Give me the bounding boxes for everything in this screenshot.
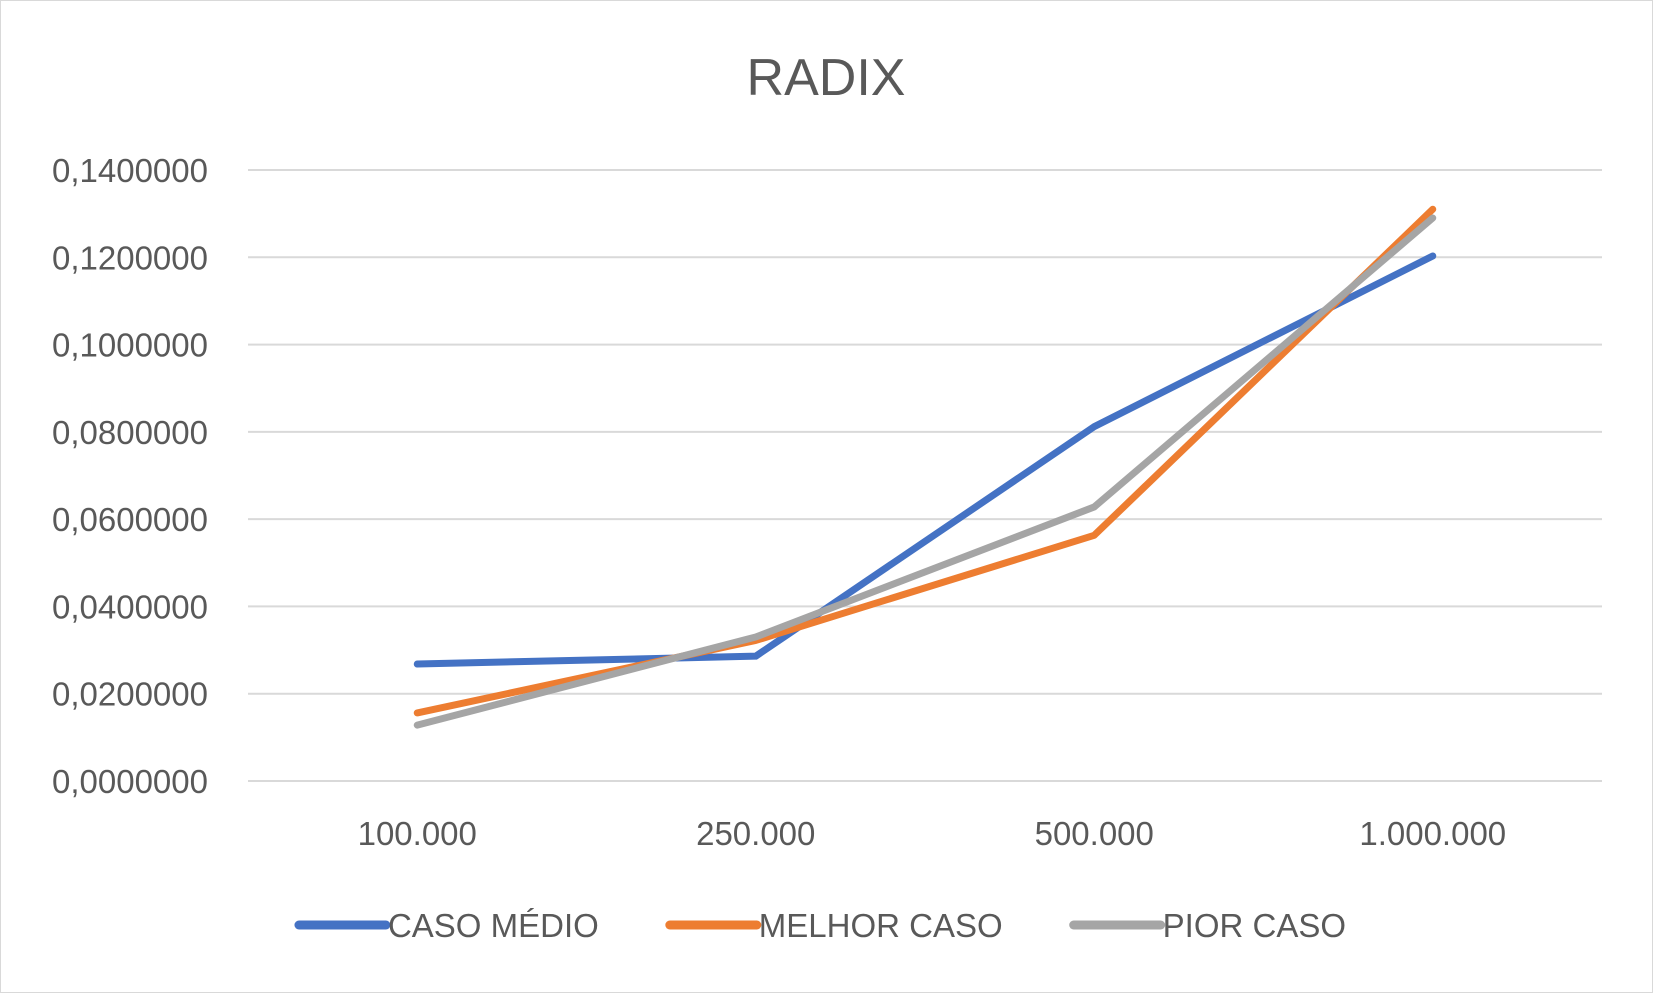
y-axis-tick-labels: 0,0000000 0,0200000 0,0400000 0,0600000 0,08… bbox=[52, 152, 208, 800]
x-axis-tick-labels: 100.000 250.000 500.000 1.000.000 bbox=[358, 815, 1507, 852]
y-tick-label: 0,1400000 bbox=[52, 152, 208, 189]
chart-title: RADIX bbox=[747, 49, 906, 107]
legend: CASO MÉDIO MELHOR CASO PIOR CASO bbox=[294, 907, 1346, 944]
y-tick-label: 0,0600000 bbox=[52, 501, 208, 538]
legend-item: PIOR CASO bbox=[1069, 907, 1346, 944]
y-tick-label: 0,0200000 bbox=[52, 676, 208, 713]
legend-item: CASO MÉDIO bbox=[294, 907, 599, 944]
y-tick-label: 0,0800000 bbox=[52, 414, 208, 451]
y-tick-label: 0,1000000 bbox=[52, 327, 208, 364]
legend-label: CASO MÉDIO bbox=[388, 907, 599, 944]
series-line-2 bbox=[413, 205, 1437, 717]
y-tick-label: 0,0000000 bbox=[52, 763, 208, 800]
y-tick-label: 0,1200000 bbox=[52, 239, 208, 276]
x-tick-label: 500.000 bbox=[1035, 815, 1154, 852]
legend-label: MELHOR CASO bbox=[759, 907, 1003, 944]
y-tick-label: 0,0400000 bbox=[52, 588, 208, 625]
legend-label: PIOR CASO bbox=[1163, 907, 1346, 944]
gridlines bbox=[248, 169, 1602, 782]
x-tick-label: 250.000 bbox=[696, 815, 815, 852]
series-lines bbox=[413, 205, 1437, 729]
series-line-1 bbox=[413, 252, 1437, 668]
series-line-3 bbox=[413, 214, 1437, 729]
x-tick-label: 1.000.000 bbox=[1359, 815, 1506, 852]
legend-item: MELHOR CASO bbox=[665, 907, 1003, 944]
x-tick-label: 100.000 bbox=[358, 815, 477, 852]
